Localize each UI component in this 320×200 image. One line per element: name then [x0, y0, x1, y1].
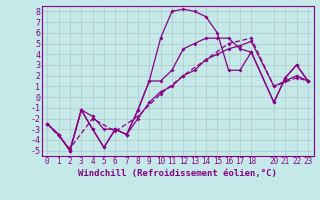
X-axis label: Windchill (Refroidissement éolien,°C): Windchill (Refroidissement éolien,°C): [78, 169, 277, 178]
